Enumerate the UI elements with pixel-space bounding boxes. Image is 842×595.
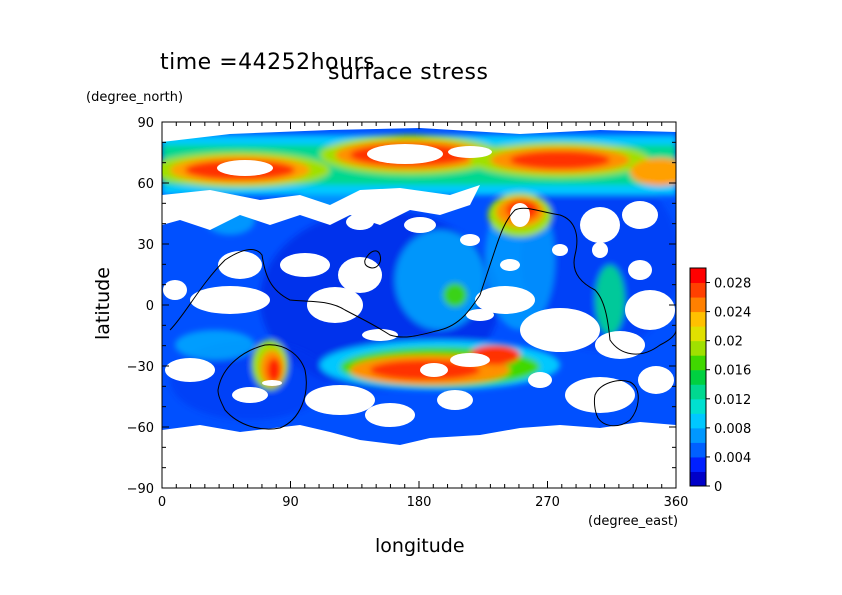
- y-tick-label: 30: [137, 238, 154, 253]
- colorbar-tick-label: 0.016: [714, 364, 751, 379]
- x-tick-label: 0: [158, 495, 166, 510]
- colorbar-segment: [690, 384, 706, 400]
- y-tick-label: −60: [127, 421, 154, 436]
- y-tick-label: 0: [146, 299, 154, 314]
- axis-ticks: 0 90 180 270 360 −90 −60 −30 0 30 60 90: [127, 116, 689, 510]
- colorbar-frame: [689, 267, 707, 487]
- colorbar-tick-label: 0.012: [714, 393, 751, 408]
- x-tick-label: 360: [664, 495, 689, 510]
- colorbar-segment: [690, 413, 706, 429]
- colorbar-tick-label: 0.02: [714, 335, 743, 350]
- colorbar-segment: [690, 398, 706, 414]
- colorbar: 0 0.004 0.008 0.012 0.016 0.02 0.024 0.028: [689, 267, 751, 495]
- colorbar-segment: [690, 369, 706, 385]
- y-tick-label: −90: [127, 482, 154, 497]
- colorbar-segment: [690, 311, 706, 327]
- colorbar-tick-label: 0.008: [714, 422, 751, 437]
- colorbar-segment: [690, 268, 706, 284]
- x-tick-label: 90: [282, 495, 299, 510]
- colorbar-tick-label: 0.004: [714, 451, 751, 466]
- colorbar-segment: [690, 355, 706, 371]
- time-label: time =44252hours: [160, 50, 375, 75]
- colorbar-segment: [690, 442, 706, 458]
- coastlines: [169, 207, 676, 430]
- stress-field: [162, 122, 676, 488]
- colorbar-segment: [690, 297, 706, 313]
- colorbar-segment: [690, 326, 706, 342]
- colorbar-tick-label: 0.024: [714, 306, 751, 321]
- x-axis-unit: (degree_east): [588, 514, 679, 529]
- x-axis-label: longitude: [375, 535, 465, 557]
- colorbar-tick-label: 0: [714, 480, 722, 495]
- colorbar-segment: [690, 427, 706, 443]
- chart-title: surface stress: [328, 60, 489, 85]
- colorbar-tick-label: 0.028: [714, 277, 751, 292]
- x-tick-label: 180: [407, 495, 432, 510]
- colorbar-segment: [690, 282, 706, 298]
- y-axis-unit: (degree_north): [86, 90, 184, 105]
- y-tick-label: 60: [137, 177, 154, 192]
- y-tick-label: 90: [137, 116, 154, 131]
- y-tick-label: −30: [127, 360, 154, 375]
- colorbar-segment: [690, 340, 706, 356]
- colorbar-segment: [690, 471, 706, 487]
- x-tick-label: 270: [535, 495, 560, 510]
- colorbar-segment: [690, 456, 706, 472]
